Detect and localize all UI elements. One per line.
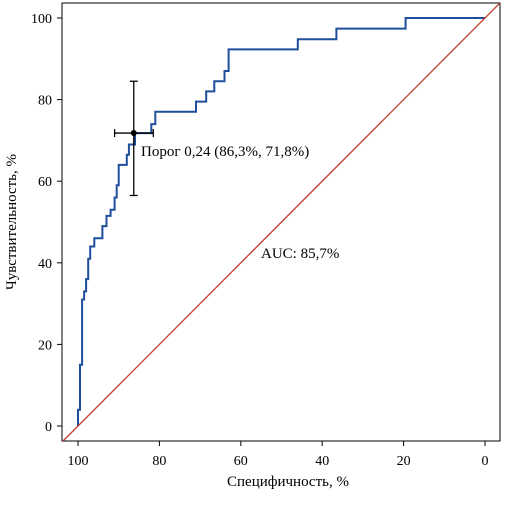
y-tick-label: 60 <box>38 175 52 190</box>
x-tick-label: 60 <box>234 454 248 469</box>
y-axis-title: Чувствительность, % <box>4 154 20 290</box>
x-axis-title: Специфичность, % <box>227 474 349 490</box>
reference-diagonal-line <box>62 3 500 441</box>
roc-curve-line <box>77 17 485 426</box>
x-tick-label: 80 <box>152 454 166 469</box>
chart-frame <box>61 2 501 442</box>
y-tick-label: 100 <box>31 12 52 27</box>
y-axis: 0 20 40 60 80 100 <box>31 12 62 435</box>
threshold-marker-group <box>113 80 154 197</box>
reference-diagonal-series <box>62 3 500 441</box>
roc-curve-series <box>77 17 485 426</box>
threshold-label: Порог 0,24 (86,3%, 71,8%) <box>141 144 309 160</box>
x-tick-label: 0 <box>482 454 489 469</box>
y-tick-label: 40 <box>38 257 52 272</box>
x-tick-label: 40 <box>315 454 329 469</box>
y-tick-label: 0 <box>45 420 52 435</box>
x-tick-label: 20 <box>397 454 411 469</box>
threshold-point <box>130 130 137 137</box>
auc-label: AUC: 85,7% <box>261 246 339 262</box>
x-axis: 100 80 60 40 20 0 <box>68 441 489 469</box>
x-tick-label: 100 <box>68 454 89 469</box>
y-tick-label: 20 <box>38 338 52 353</box>
y-tick-label: 80 <box>38 94 52 109</box>
